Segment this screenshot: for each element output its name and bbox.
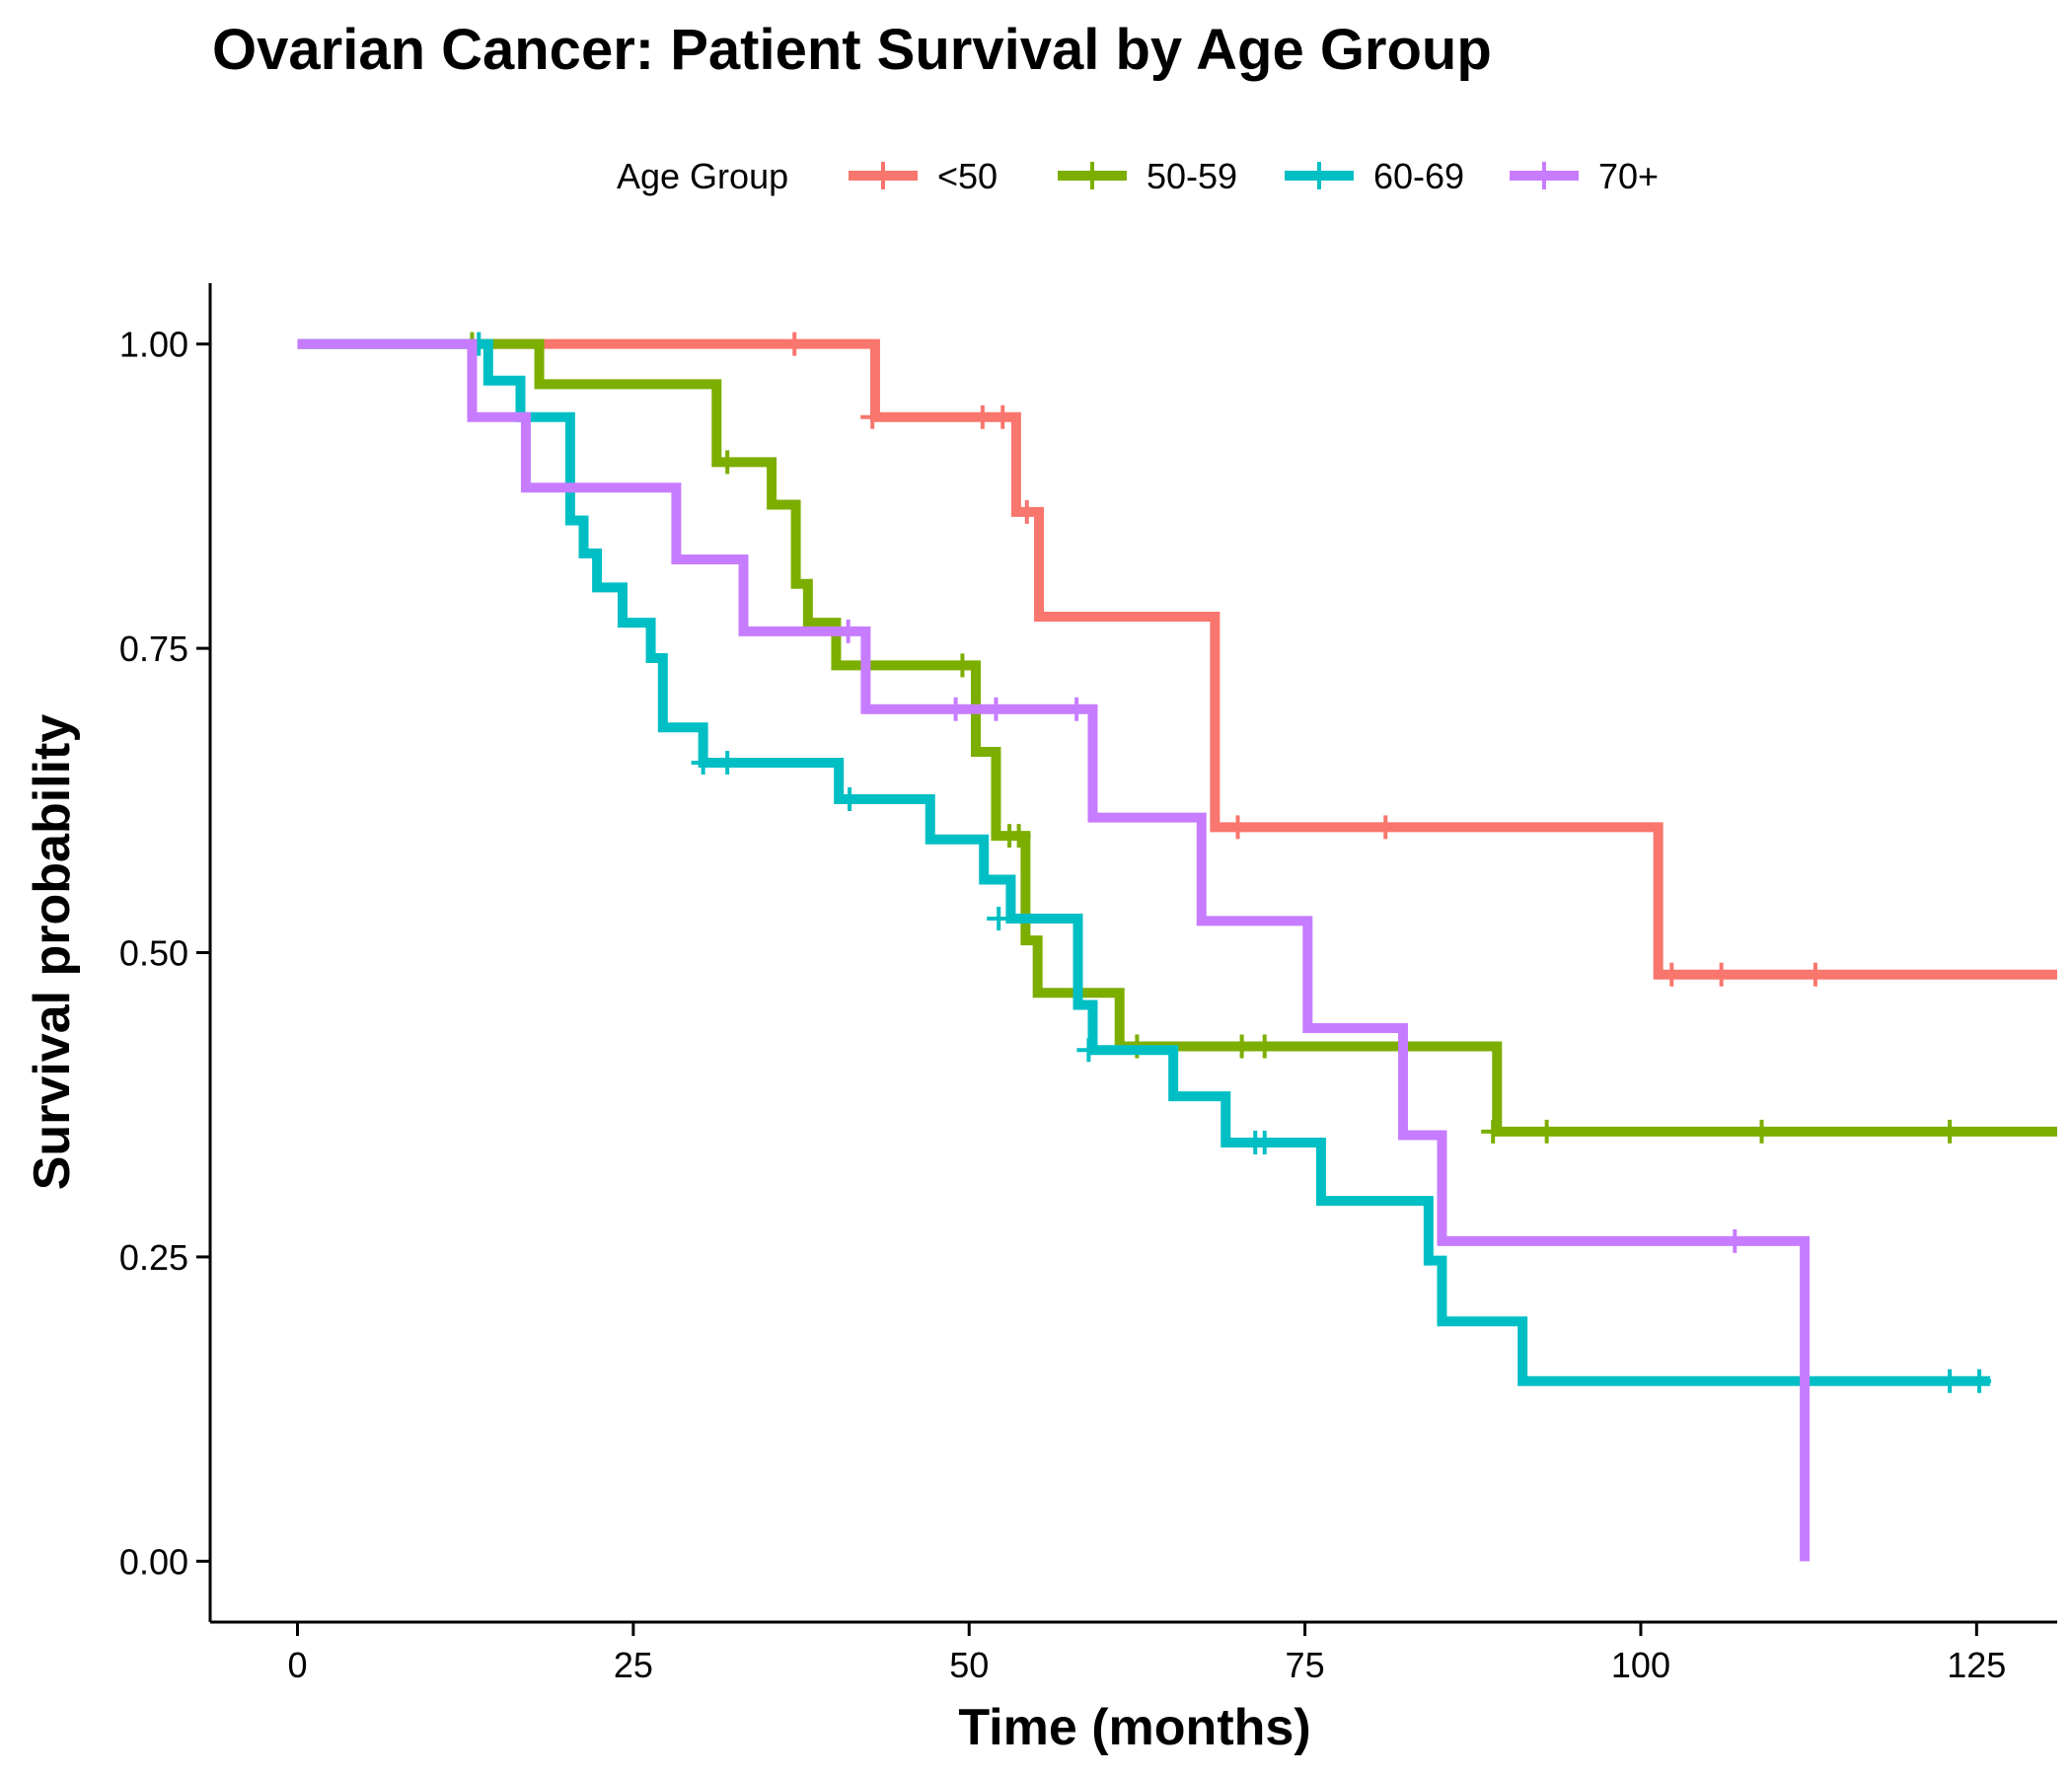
censor-mark (1225, 815, 1250, 840)
legend-label: 70+ (1598, 156, 1659, 196)
censor-mark (1065, 697, 1089, 721)
censor-mark (1660, 962, 1684, 987)
axes: 0 25 50 75 100 125 0.00 0.25 0.50 0.75 1.00 (119, 283, 2057, 1685)
x-ticks: 0 25 50 75 100 125 (287, 1622, 2006, 1685)
series-line-60-69 (297, 338, 1990, 1386)
censor-mark (943, 697, 968, 721)
censor-mark (984, 697, 1008, 721)
y-tick-label: 0.75 (119, 629, 188, 669)
censor-mark (1803, 962, 1827, 987)
censor-mark (1938, 1119, 1962, 1144)
x-tick-label: 100 (1611, 1645, 1670, 1685)
series-line-70-plus (297, 338, 1811, 1562)
censor-mark (987, 906, 1011, 930)
censor-mark (836, 619, 860, 643)
censor-mark (1749, 1119, 1774, 1144)
censor-mark (970, 405, 995, 429)
legend-label: <50 (937, 156, 998, 196)
legend-label: 50-59 (1147, 156, 1237, 196)
censor-mark (1014, 499, 1039, 524)
y-tick-label: 0.50 (119, 933, 188, 974)
censor-mark (1534, 1119, 1559, 1144)
x-tick-label: 0 (287, 1645, 307, 1685)
y-tick-label: 1.00 (119, 325, 188, 365)
censor-mark (838, 787, 862, 812)
y-tick-label: 0.00 (119, 1541, 188, 1582)
censor-mark (1481, 1119, 1506, 1144)
x-tick-label: 25 (614, 1645, 653, 1685)
y-ticks: 0.00 0.25 0.50 0.75 1.00 (119, 325, 210, 1582)
censor-mark (1373, 815, 1398, 840)
censor-mark (991, 405, 1015, 429)
censor-mark (715, 751, 740, 776)
y-tick-label: 0.25 (119, 1237, 188, 1278)
censor-mark (1723, 1228, 1747, 1253)
legend-title: Age Group (617, 156, 788, 196)
censor-mark (782, 332, 807, 356)
series-line-under-50 (297, 338, 2057, 980)
x-tick-label: 50 (949, 1645, 989, 1685)
chart-title: Ovarian Cancer: Patient Survival by Age … (212, 18, 1492, 82)
censor-mark (1006, 824, 1031, 849)
censor-mark (1967, 1369, 1992, 1393)
legend-item-50-59: 50-59 (1058, 156, 1237, 196)
legend-item-under-50: <50 (849, 156, 998, 196)
x-tick-label: 75 (1286, 1645, 1325, 1685)
x-tick-label: 125 (1947, 1645, 2006, 1685)
censor-mark (860, 405, 885, 429)
censor-mark (691, 751, 715, 776)
legend-label: 60-69 (1373, 156, 1464, 196)
censor-mark (715, 450, 740, 475)
censor-mark (1252, 1034, 1277, 1059)
legend: Age Group <50 50-59 60-69 70+ (617, 156, 1659, 196)
censor-mark (1938, 1369, 1962, 1393)
censor-mark (950, 653, 975, 678)
y-axis-title: Survival probability (24, 714, 81, 1191)
legend-items: <50 50-59 60-69 70+ (849, 156, 1659, 196)
censor-mark (1076, 1038, 1101, 1063)
legend-item-70-plus: 70+ (1510, 156, 1659, 196)
censor-mark (1709, 962, 1734, 987)
censor-mark (1252, 1130, 1277, 1154)
series-line-50-59 (297, 338, 2057, 1137)
legend-item-60-69: 60-69 (1285, 156, 1464, 196)
x-axis-title: Time (months) (958, 1699, 1310, 1756)
censor-mark (1229, 1034, 1254, 1059)
plot-area (297, 332, 2057, 1562)
